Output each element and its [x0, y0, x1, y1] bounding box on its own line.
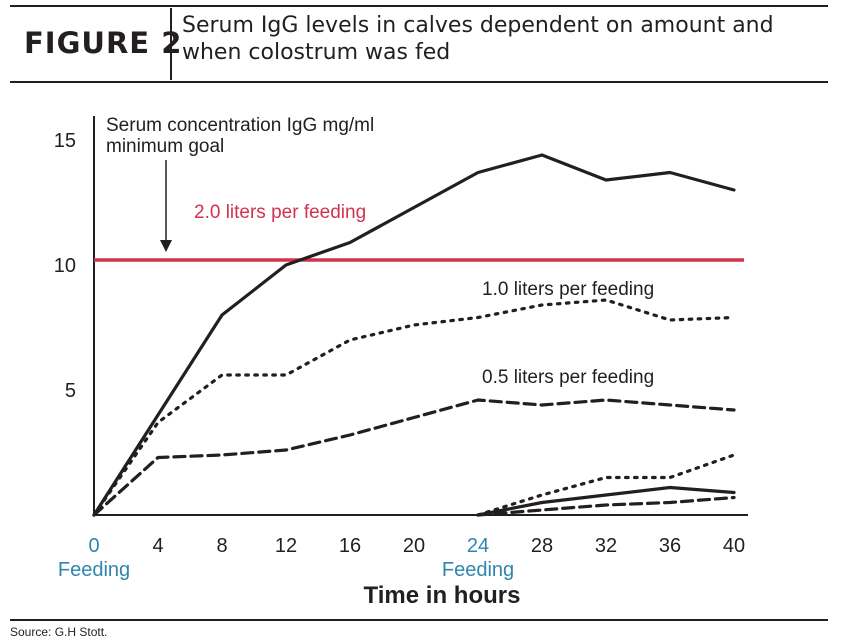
- series-line-solid-1: [92, 153, 736, 517]
- x-tick-label: 32: [595, 535, 617, 557]
- x-tick-label: 28: [531, 535, 553, 557]
- source-note: Source: G.H Stott.: [10, 625, 108, 639]
- series-line-dotted-5: [476, 453, 736, 517]
- series-line-dashed-6: [476, 495, 736, 517]
- figure-title: Serum IgG levels in calves dependent on …: [182, 13, 774, 65]
- x-tick-label: 4: [152, 535, 163, 557]
- x-tick-label: 40: [723, 535, 745, 557]
- goal-label: minimum goal: [106, 136, 224, 157]
- top-rule: [10, 5, 828, 7]
- goal-arrow-head: [160, 240, 172, 252]
- series-annotation: 2.0 liters per feeding: [194, 202, 366, 223]
- figure-label: FIGURE 2: [24, 26, 183, 60]
- x-tick-label: 0: [88, 535, 99, 557]
- series-annotation: 1.0 liters per feeding: [482, 279, 654, 300]
- x-tick-label: 24: [467, 535, 489, 557]
- feeding-marker-label: Feeding: [442, 559, 514, 581]
- feeding-marker-label: Feeding: [58, 559, 130, 581]
- y-tick-label: 5: [65, 380, 76, 402]
- x-tick-label: 12: [275, 535, 297, 557]
- y-tick-label: 10: [54, 255, 76, 277]
- series-line-dashed-3: [92, 398, 736, 517]
- series-line-dotted-2: [92, 298, 736, 517]
- bottom-rule: [10, 619, 828, 621]
- header-bottom-rule: [10, 81, 828, 83]
- series-layer: [92, 153, 744, 517]
- x-axis-title: Time in hours: [364, 582, 521, 609]
- x-tick-label: 8: [216, 535, 227, 557]
- x-tick-label: 36: [659, 535, 681, 557]
- x-tick-label: 16: [339, 535, 361, 557]
- y-tick-label: 15: [54, 130, 76, 152]
- figure-divider: [170, 8, 172, 80]
- series-line-solid-4: [476, 485, 736, 517]
- y-axis-title: Serum concentration IgG mg/ml: [106, 115, 374, 136]
- x-tick-label: 20: [403, 535, 425, 557]
- series-annotation: 0.5 liters per feeding: [482, 367, 654, 388]
